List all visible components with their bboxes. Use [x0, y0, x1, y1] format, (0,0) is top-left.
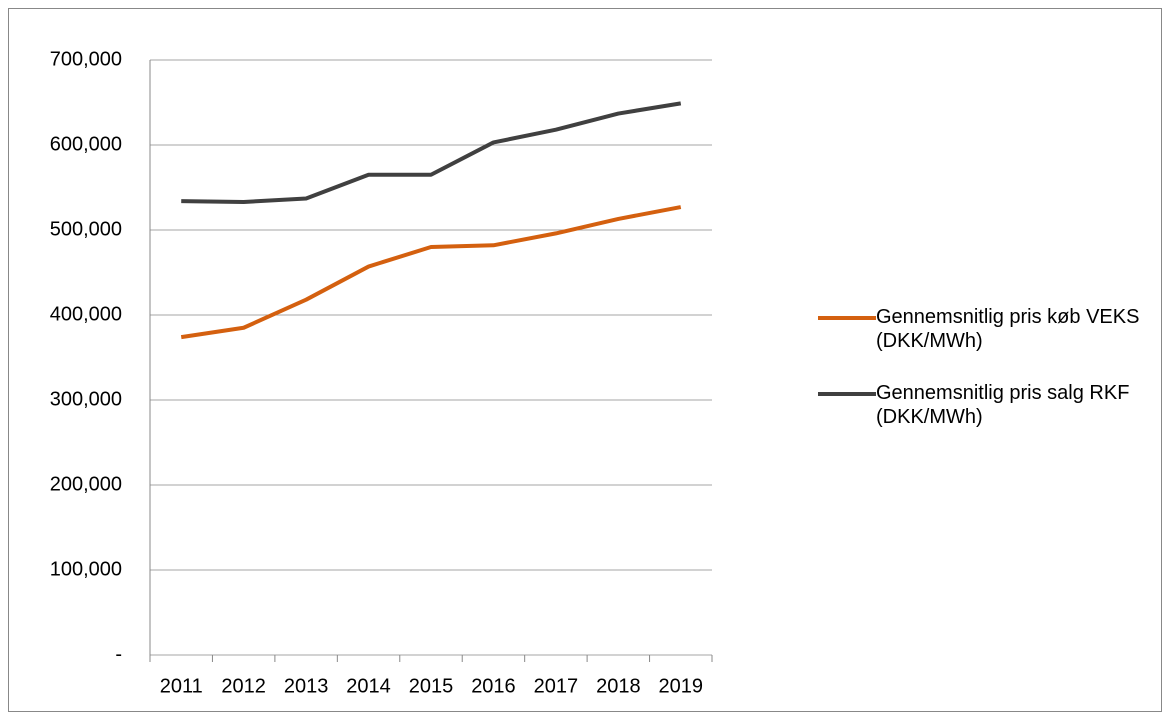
y-tick-label: 100,000	[50, 558, 122, 580]
x-tick-label: 2017	[534, 675, 579, 697]
y-tick-label: 500,000	[50, 218, 122, 240]
x-tick-label: 2014	[346, 675, 391, 697]
legend-swatch	[818, 316, 876, 320]
legend-label: Gennemsnitlig pris køb VEKS (DKK/MWh)	[876, 306, 1140, 352]
legend-item: Gennemsnitlig pris salg RKF (DKK/MWh)	[818, 381, 1146, 429]
x-tick-label: 2019	[659, 675, 704, 697]
y-tick-label: 200,000	[50, 473, 122, 495]
x-tick-label: 2016	[471, 675, 516, 697]
x-tick-label: 2013	[284, 675, 329, 697]
y-tick-label: 400,000	[50, 303, 122, 325]
chart-frame	[8, 8, 1162, 712]
series-line	[180, 205, 682, 340]
x-tick-label: 2015	[409, 675, 454, 697]
legend-label: Gennemsnitlig pris salg RKF (DKK/MWh)	[876, 382, 1130, 428]
y-tick-label: 600,000	[50, 133, 122, 155]
series-line	[181, 101, 682, 204]
y-tick-label: 300,000	[50, 388, 122, 410]
x-tick-label: 2018	[596, 675, 641, 697]
y-tick-label: -	[115, 643, 122, 665]
x-tick-label: 2011	[160, 675, 203, 697]
legend-item: Gennemsnitlig pris køb VEKS (DKK/MWh)	[818, 305, 1146, 353]
y-tick-label: 700,000	[50, 48, 122, 70]
legend-swatch	[818, 392, 876, 396]
x-tick-label: 2012	[221, 675, 266, 697]
